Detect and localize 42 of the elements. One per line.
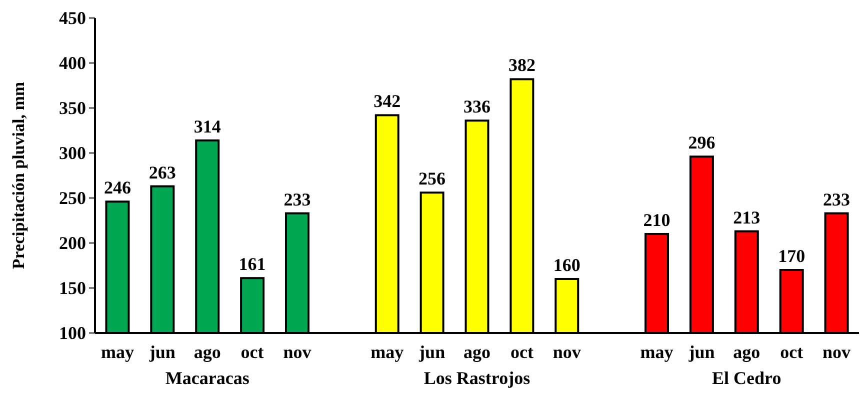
y-tick-label: 450 xyxy=(59,8,86,28)
data-label: 296 xyxy=(688,132,716,153)
data-label: 314 xyxy=(194,116,221,136)
series-label: Los Rastrojos xyxy=(424,368,530,388)
data-label: 161 xyxy=(238,254,266,274)
data-label: 233 xyxy=(284,189,311,210)
x-tick-label: oct xyxy=(780,342,804,362)
x-tick-label: nov xyxy=(283,342,312,362)
data-label: 246 xyxy=(104,178,131,198)
y-tick-label: 200 xyxy=(59,232,86,253)
y-tick-label: 300 xyxy=(59,142,86,163)
x-tick-label: jun xyxy=(148,342,176,362)
y-tick-label: 400 xyxy=(59,52,86,73)
y-tick-label: 250 xyxy=(59,188,86,208)
data-label: 170 xyxy=(778,246,806,266)
data-label: 210 xyxy=(643,210,670,230)
x-tick-label: nov xyxy=(822,342,851,362)
y-tick-label: 150 xyxy=(59,278,86,298)
data-label: 342 xyxy=(374,91,401,112)
data-label: 263 xyxy=(148,162,176,182)
y-axis-title: Precipitación pluvial, mm xyxy=(9,82,28,270)
y-tick-label: 100 xyxy=(59,322,86,343)
x-tick-label: ago xyxy=(464,342,490,362)
series-label: El Cedro xyxy=(712,368,782,388)
data-label: 213 xyxy=(733,207,760,228)
x-tick-label: jun xyxy=(418,342,446,362)
x-tick-label: may xyxy=(370,342,404,362)
x-tick-label: may xyxy=(100,342,134,362)
x-tick-label: may xyxy=(640,342,674,362)
y-tick-label: 350 xyxy=(59,98,86,118)
data-label: 382 xyxy=(508,55,536,76)
data-label: 256 xyxy=(418,168,446,189)
x-tick-label: nov xyxy=(552,342,581,362)
x-tick-label: oct xyxy=(510,342,534,362)
x-tick-label: ago xyxy=(733,342,760,362)
data-label: 233 xyxy=(823,189,850,210)
data-label: 336 xyxy=(464,96,490,117)
series-label: Macaracas xyxy=(165,368,250,388)
x-tick-label: ago xyxy=(194,342,221,362)
data-label: 160 xyxy=(553,255,580,275)
x-tick-label: oct xyxy=(240,342,264,362)
x-tick-label: jun xyxy=(688,342,715,362)
